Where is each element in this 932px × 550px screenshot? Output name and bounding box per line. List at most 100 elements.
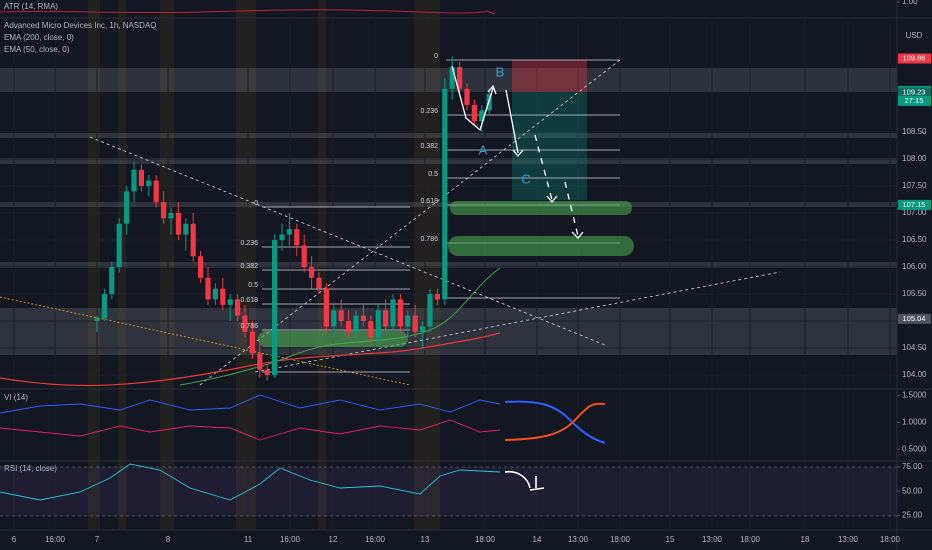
wave-label: A	[479, 142, 488, 157]
indicator-label: EMA (50, close, 0)	[4, 45, 70, 54]
candle-body	[109, 267, 115, 295]
price-badge	[898, 199, 931, 210]
candle-body	[346, 321, 352, 332]
fib-label: 0.786	[420, 236, 438, 243]
price-zones	[0, 68, 897, 355]
price-badge-label: 109.86	[903, 53, 926, 62]
stop-zone	[512, 60, 587, 92]
candle-body	[227, 299, 233, 305]
candle-body	[212, 288, 218, 300]
candle-body	[94, 318, 100, 322]
candle-body	[279, 234, 285, 240]
indicator-label: EMA (200, close, 0)	[4, 33, 74, 42]
candle-body	[124, 191, 130, 224]
x-tick-label: 7	[95, 535, 100, 544]
fib-label: 0.618	[420, 198, 438, 205]
candle-body	[257, 353, 263, 370]
candle-body	[331, 310, 337, 327]
price-badge-label: 109.23	[903, 88, 926, 97]
vi-label: VI (14)	[4, 393, 28, 402]
candle-body	[309, 267, 315, 278]
fib-label: 0.5	[248, 282, 258, 289]
candle-body	[190, 223, 196, 257]
countdown-badge	[898, 95, 931, 106]
fib-label: 0.236	[240, 240, 258, 247]
target-zone	[512, 92, 587, 200]
y-tick-label: 50.00	[902, 486, 923, 495]
price-badge	[898, 313, 931, 324]
candle-body	[479, 110, 485, 122]
candle-body	[412, 315, 418, 332]
candle-body	[205, 277, 211, 300]
candle-body	[168, 212, 174, 219]
y-tick-label: 108.50	[902, 127, 927, 136]
fib-label: 0	[254, 200, 258, 207]
rsi-line	[0, 463, 501, 501]
candle-body	[175, 212, 181, 235]
candle-body	[264, 369, 270, 376]
price-badge-label: 105.04	[903, 314, 926, 323]
trend-lines	[89, 59, 781, 386]
vi-plus	[0, 394, 501, 414]
x-tick-label: 11	[244, 535, 253, 544]
candle-body	[442, 88, 448, 300]
x-tick-label: 16:00	[365, 535, 386, 544]
x-tick-label: 14	[533, 535, 542, 544]
dotted-trend	[0, 296, 411, 386]
fib-label: 0.382	[240, 263, 258, 270]
candle-body	[390, 299, 396, 327]
x-tick-label: 18:00	[880, 535, 901, 544]
candle-body	[353, 315, 359, 332]
price-badge	[898, 87, 931, 98]
candle-body	[286, 229, 292, 235]
y-tick-label: 1.5000	[902, 390, 927, 399]
rsi-band	[0, 467, 897, 516]
x-tick-label: 13:00	[568, 535, 589, 544]
atr-label: ATR (14, RMA)	[4, 2, 58, 11]
candle-body	[471, 104, 477, 122]
candle-body	[383, 310, 389, 327]
candle-body	[323, 288, 329, 327]
x-tick-label: 6	[12, 535, 17, 544]
candle-body	[198, 256, 204, 278]
x-tick-label: 13	[421, 535, 430, 544]
fib-label: 0.382	[420, 143, 438, 150]
candle-body	[405, 315, 411, 327]
candle-body	[131, 169, 137, 192]
x-tick-label: 16:00	[280, 535, 301, 544]
grid	[0, 1, 900, 530]
currency: USD	[906, 31, 923, 40]
candle-body	[101, 294, 107, 319]
y-tick-label: 108.00	[902, 154, 927, 163]
y-tick-label: 104.50	[902, 343, 927, 352]
price-badge-label: 107.15	[903, 200, 926, 209]
y-tick-label: 1.00	[902, 0, 918, 6]
candle-body	[220, 288, 226, 305]
candle-body	[301, 245, 307, 268]
fib-label: 0.786	[240, 323, 258, 330]
candle-body	[316, 277, 322, 289]
x-tick-label: 18:00	[610, 535, 631, 544]
candle-body	[375, 310, 381, 338]
candle-body	[242, 315, 248, 332]
fib-label: 0.236	[420, 108, 438, 115]
price-badge	[898, 53, 931, 64]
atr-line	[0, 9, 496, 15]
candle-body	[294, 229, 300, 246]
rsi-projection	[504, 470, 545, 491]
y-tick-label: 105.50	[902, 289, 927, 298]
candle-body	[153, 180, 159, 203]
vi-minus-projection	[504, 402, 606, 441]
candle-body	[420, 326, 426, 332]
candle-body	[360, 315, 366, 322]
candle-body	[434, 294, 440, 300]
countdown-label: 27:15	[905, 96, 924, 105]
candle-body	[161, 202, 167, 219]
wave-label: C	[521, 171, 530, 186]
fib-label: 0	[434, 53, 438, 60]
candle-body	[235, 299, 241, 316]
candle-body	[427, 294, 433, 327]
chart-title: Advanced Micro Devices Inc, 1h, NASDAQ	[4, 21, 157, 30]
x-tick-label: 8	[166, 535, 171, 544]
